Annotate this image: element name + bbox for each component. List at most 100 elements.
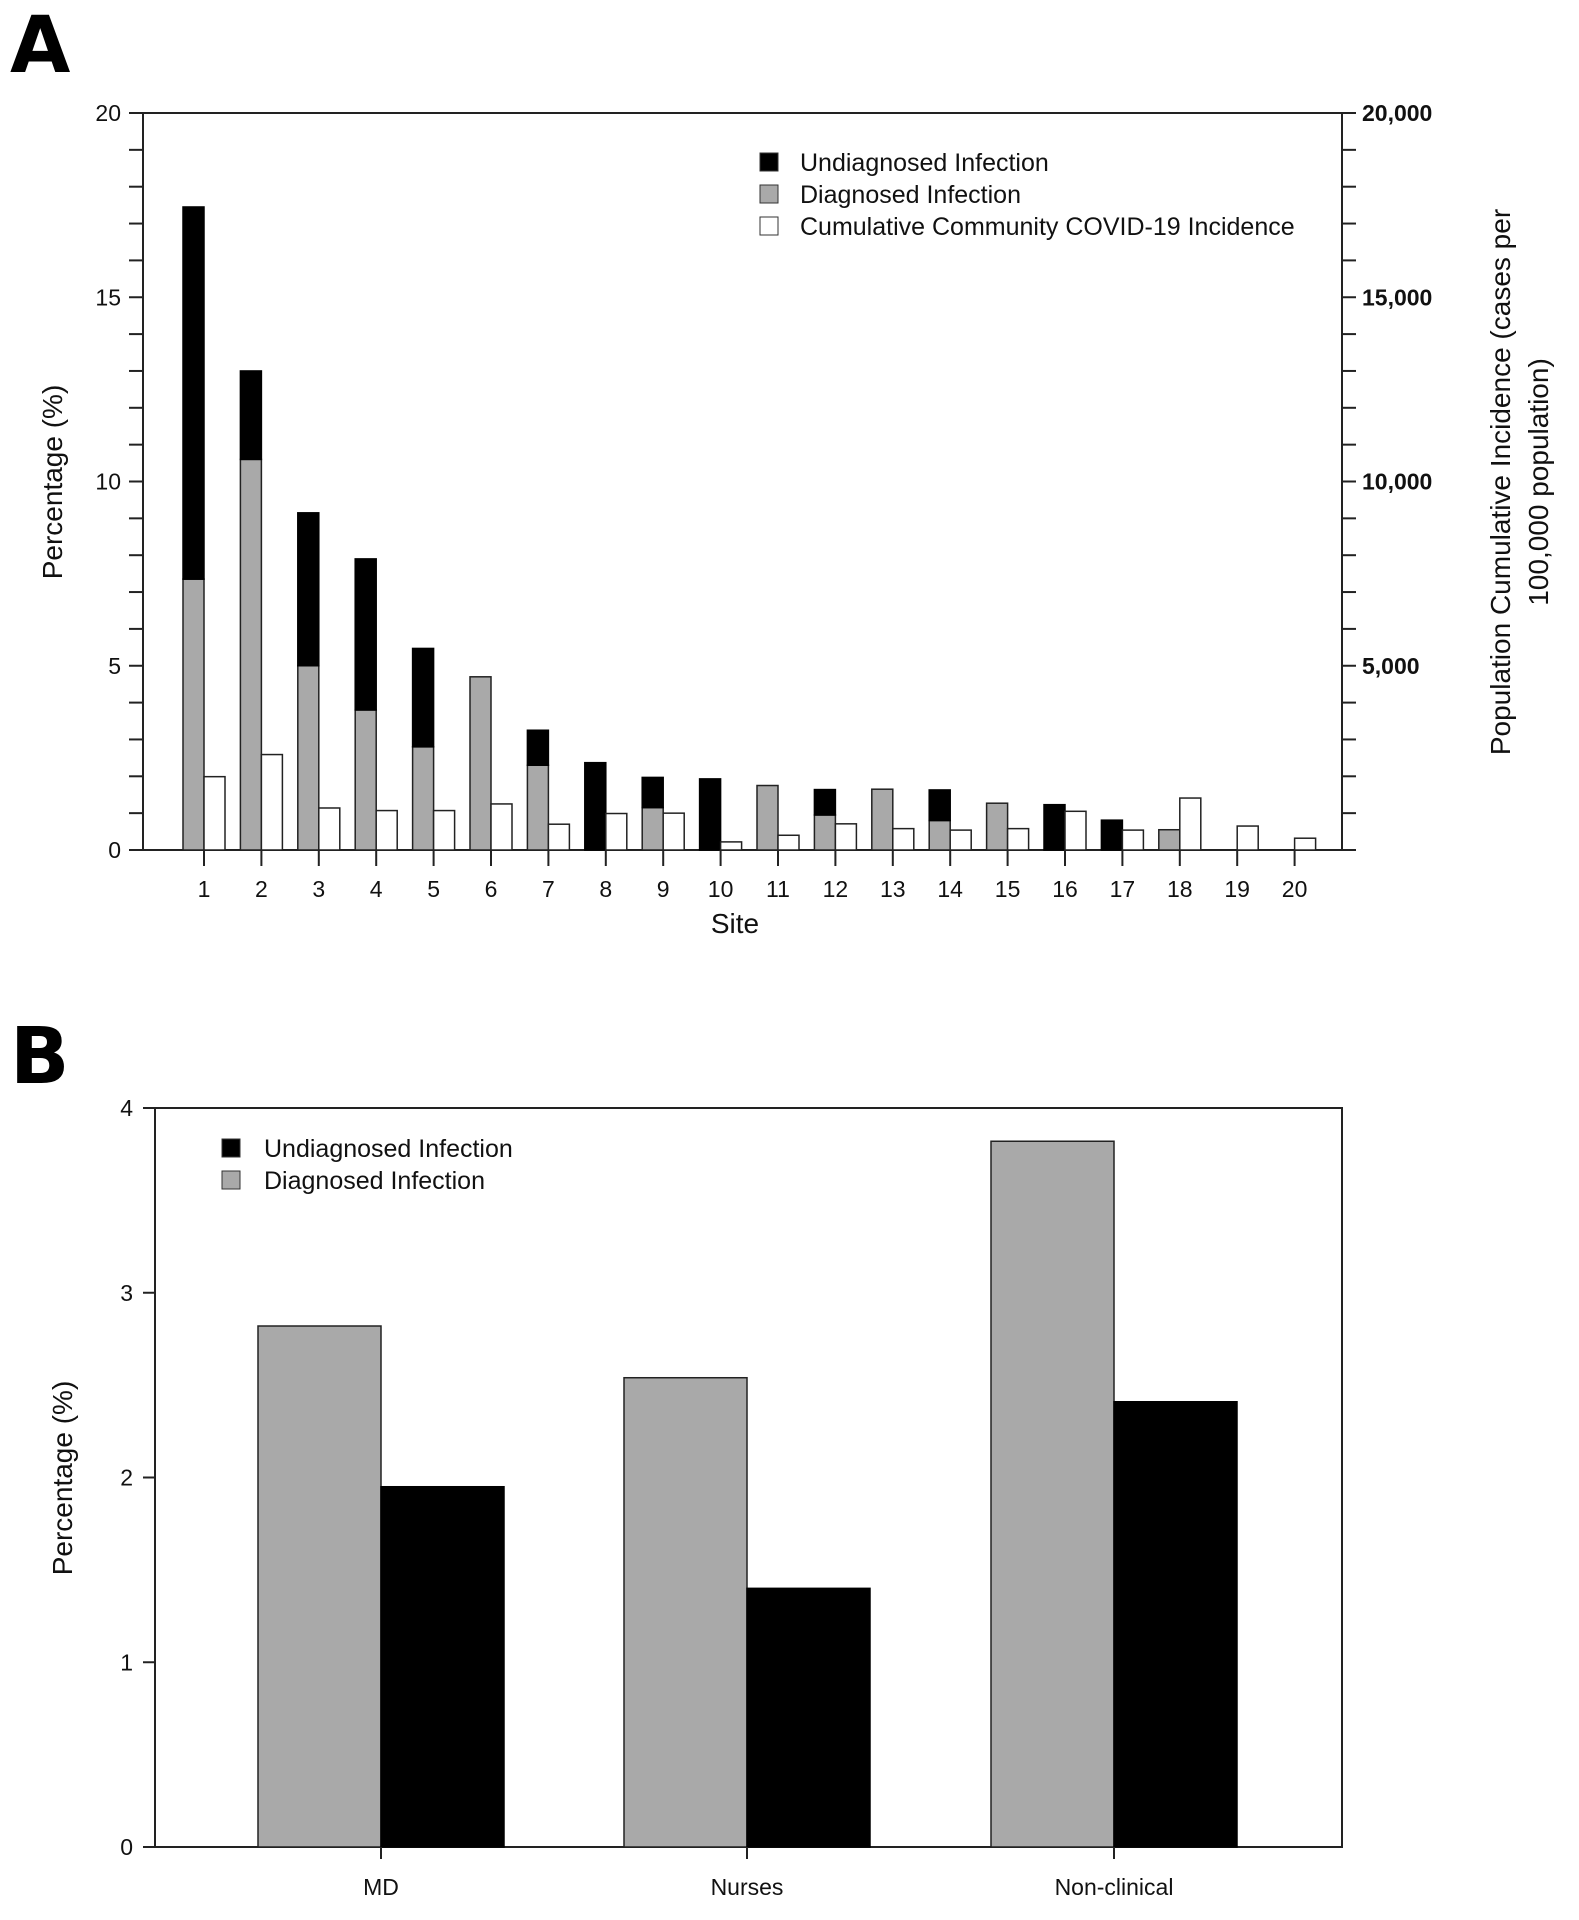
legend-swatch-incidence [759,216,779,236]
bar-undiagnosed [354,558,377,711]
panel-a-x-tick-label: 16 [1052,876,1078,902]
bar-diagnosed [623,1376,748,1848]
panel-b-x-axis: MD Nurses Non-clinical [363,1847,1173,1900]
bar-incidence [432,809,456,851]
panel-b-y-tick-label: 2 [120,1465,133,1491]
bar-undiagnosed [297,512,320,667]
bar-undiagnosed [411,647,435,748]
bar-diagnosed [641,806,664,851]
bar-undiagnosed [584,761,607,851]
bar-diagnosed [469,676,492,851]
panel-a-right-axis-label-line1: Population Cumulative Incidence (cases p… [1485,209,1516,755]
panel-b-x-tick-label: MD [363,1874,399,1900]
panel-a-right-axis-label-line2: 100,000 population) [1523,358,1554,606]
panel-b-x-tick-label: Non-clinical [1055,1874,1174,1900]
bar-diagnosed [985,802,1009,851]
bar-incidence [1236,825,1259,851]
legend-label-diagnosed: Diagnosed Infection [800,181,1021,209]
panel-a-x-axis-label: Site [711,908,759,939]
panel-a-label: A [10,1,70,91]
bar-undiagnosed [239,370,263,461]
bar-undiagnosed [526,729,550,766]
bar-incidence [318,807,341,851]
panel-b-label: B [10,1012,69,1102]
legend-swatch-undiagnosed [759,152,779,172]
panel-a-x-tick-label: 12 [823,876,849,902]
bar-undiagnosed [1113,1401,1238,1848]
panel-a-x-tick-label: 4 [370,876,383,902]
panel-a-x-tick-label: 20 [1282,876,1308,902]
bar-undiagnosed [182,206,205,580]
panel-a-right-tick-label: 5,000 [1362,653,1420,679]
panel-b-y-axis-label: Percentage (%) [47,1381,78,1576]
legend-swatch-diagnosed [759,184,779,204]
panel-a-x-tick-label: 6 [485,876,498,902]
panel-b-y-tick-label: 1 [120,1649,133,1675]
legend-label-incidence: Cumulative Community COVID-19 Incidence [800,213,1295,241]
panel-a-y-tick-label: 0 [108,837,121,863]
panel-a-y-tick-label: 15 [95,284,121,310]
bar-incidence [777,834,800,851]
panel-a-x-tick-label: 9 [657,876,670,902]
panel-a-x-axis: 1 2 3 4 5 6 7 8 9 10 11 12 13 14 15 16 17 18 19 20 [198,850,1308,902]
bar-incidence [203,775,226,851]
bar-diagnosed [182,578,205,851]
bar-undiagnosed [1100,819,1124,851]
panel-a-right-tick-label: 20,000 [1362,100,1432,126]
bar-incidence [892,827,915,851]
panel-a-y-tick-label: 5 [108,653,121,679]
panel-a-x-tick-label: 17 [1110,876,1136,902]
bar-diagnosed [297,665,320,851]
bar-undiagnosed [813,788,837,816]
bar-diagnosed [411,746,435,851]
bar-incidence [719,841,743,851]
legend-label-undiagnosed: Undiagnosed Infection [800,149,1049,177]
bar-diagnosed [1158,828,1181,851]
bar-diagnosed [257,1325,382,1848]
panel-a-bars [182,206,1317,851]
panel-b-x-tick-label: Nurses [711,1874,784,1900]
panel-a-left-axis: 0 5 10 15 20 [95,100,143,863]
bar-diagnosed [354,709,377,851]
panel-b-y-tick-label: 0 [120,1834,133,1860]
bar-diagnosed [990,1140,1115,1848]
legend-label-diagnosed-b: Diagnosed Infection [264,1167,485,1195]
bar-incidence [834,823,858,851]
panel-b-y-tick-label: 3 [120,1280,133,1306]
panel-a-legend: Undiagnosed Infection Diagnosed Infectio… [759,149,1295,241]
panel-a-y-tick-label: 10 [95,469,121,495]
panel-a-x-tick-label: 1 [198,876,211,902]
bar-incidence [1064,810,1087,851]
panel-a-x-tick-label: 19 [1224,876,1250,902]
bar-undiagnosed [1043,803,1066,851]
panel-a-right-tick-label: 15,000 [1362,284,1432,310]
bar-diagnosed [239,458,263,851]
bar-undiagnosed [380,1485,505,1848]
panel-a-x-tick-label: 8 [599,876,612,902]
legend-swatch-diagnosed-b [221,1170,241,1190]
panel-a-x-tick-label: 11 [766,876,790,902]
panel-a-x-tick-label: 7 [542,876,555,902]
panel-a-right-tick-label: 10,000 [1362,469,1432,495]
bar-incidence [1293,837,1317,851]
bar-undiagnosed [746,1587,871,1848]
bar-incidence [1179,797,1202,851]
panel-b-y-tick-label: 4 [120,1095,133,1121]
bar-diagnosed [928,819,951,851]
bar-diagnosed [813,814,837,851]
panel-a-x-tick-label: 3 [312,876,325,902]
panel-a-right-axis: 5,000 10,000 15,000 20,000 [1342,100,1432,851]
panel-b-bars [257,1140,1238,1848]
panel-a-y-tick-label: 20 [95,100,121,126]
panel-a-x-tick-label: 14 [937,876,963,902]
panel-a-x-tick-label: 15 [995,876,1021,902]
panel-a-x-tick-label: 2 [255,876,268,902]
bar-diagnosed [871,788,894,851]
bar-incidence [547,823,571,851]
bar-incidence [662,812,685,851]
legend-swatch-undiagnosed-b [221,1138,241,1158]
bar-diagnosed [526,764,550,851]
panel-a-x-tick-label: 5 [427,876,440,902]
